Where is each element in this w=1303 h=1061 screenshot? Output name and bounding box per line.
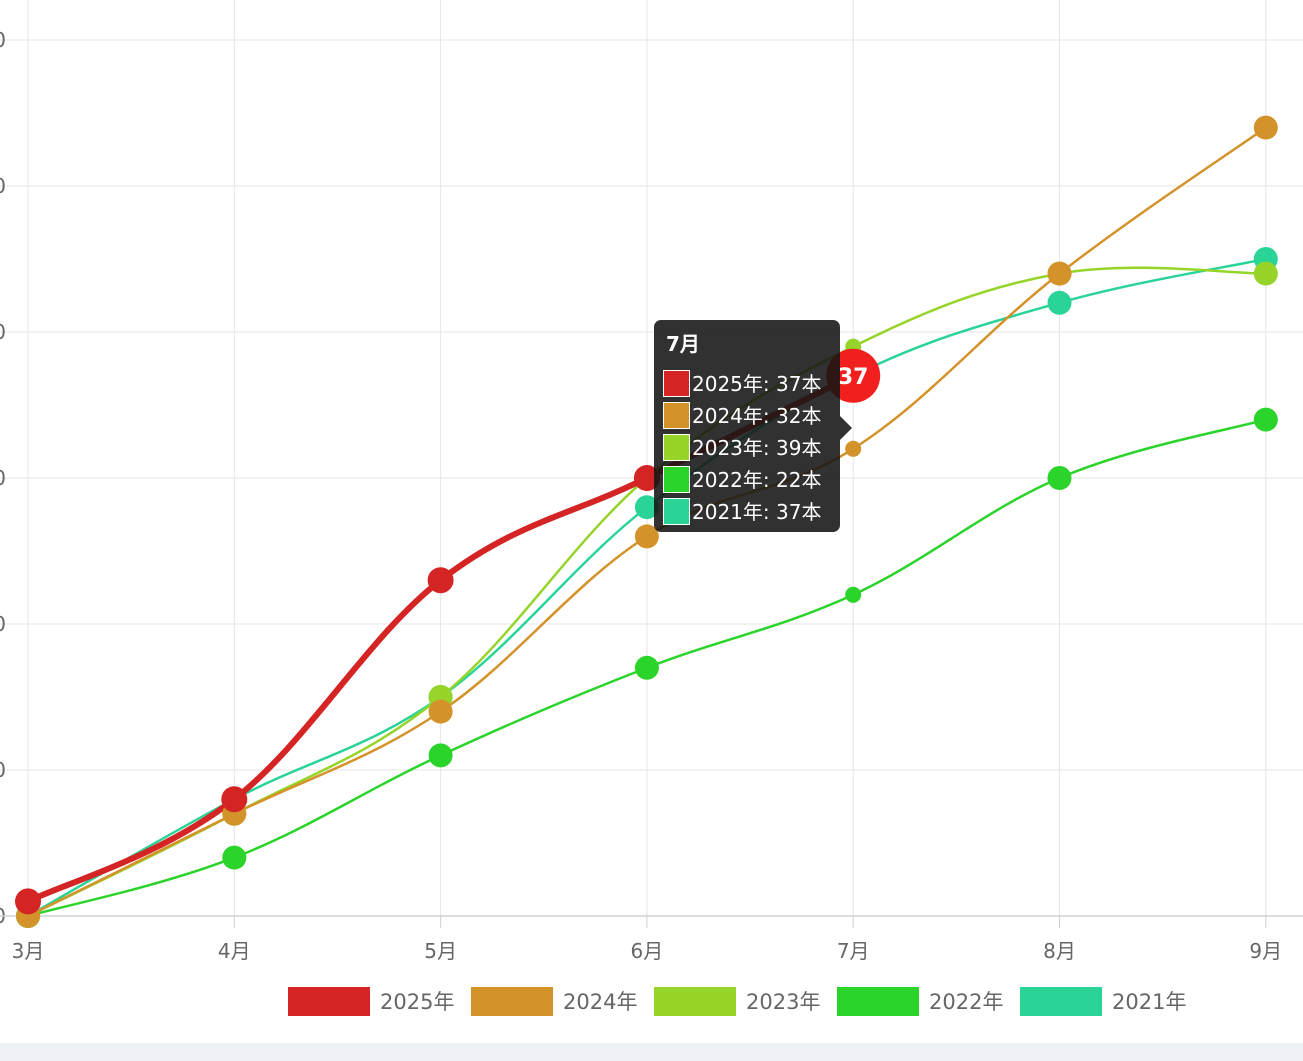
x-tick-label: 8月: [1043, 939, 1076, 963]
legend-label[interactable]: 2023年: [746, 990, 820, 1014]
legend-swatch-2022年[interactable]: [837, 987, 919, 1016]
legend-label[interactable]: 2021年: [1112, 990, 1186, 1014]
tooltip-swatch: [664, 435, 689, 460]
y-tick-label: 0: [0, 28, 6, 52]
tooltip-swatch: [664, 371, 689, 396]
legend-label[interactable]: 2022年: [929, 990, 1003, 1014]
tooltip-item-text: 2021年: 37本: [692, 500, 821, 524]
data-point-2024年[interactable]: [634, 524, 659, 549]
data-point-2024年[interactable]: [845, 440, 862, 457]
data-point-2025年[interactable]: [427, 567, 454, 594]
legend-swatch-2021年[interactable]: [1020, 987, 1102, 1016]
data-point-2022年[interactable]: [845, 586, 862, 603]
data-point-2021年[interactable]: [634, 495, 659, 520]
axes: 00000003月4月5月6月7月8月9月: [0, 28, 1303, 963]
y-tick-label: 0: [0, 320, 6, 344]
tooltip-item-text: 2024年: 32本: [692, 404, 821, 428]
legend-label[interactable]: 2024年: [563, 990, 637, 1014]
data-point-2025年[interactable]: [15, 888, 41, 915]
tooltip-item-text: 2025年: 37本: [692, 372, 821, 396]
x-tick-label: 9月: [1249, 939, 1282, 963]
data-point-2022年[interactable]: [1253, 407, 1278, 432]
tooltip-item-text: 2023年: 39本: [692, 436, 821, 460]
data-point-2022年[interactable]: [1047, 466, 1072, 490]
tooltip-item-text: 2022年: 22本: [692, 468, 821, 492]
data-point-2022年[interactable]: [634, 655, 659, 680]
grid-lines: [0, 0, 1303, 917]
data-point-2025年[interactable]: [633, 465, 660, 491]
data-point-2024年[interactable]: [428, 699, 453, 724]
series-points: [15, 115, 1278, 928]
tooltip-box: [654, 320, 840, 532]
data-point-2024年[interactable]: [1253, 115, 1278, 140]
data-point-2025年[interactable]: [221, 786, 248, 813]
legend: 2025年 2024年 2023年 2022年 2021年: [288, 987, 1186, 1016]
tooltip-swatch: [664, 403, 689, 428]
data-point-2022年[interactable]: [222, 845, 247, 870]
tooltip-title: 7月: [666, 332, 700, 356]
x-tick-label: 7月: [837, 939, 870, 963]
y-tick-label: 0: [0, 612, 6, 636]
x-tick-label: 4月: [218, 939, 251, 963]
data-point-2022年[interactable]: [428, 743, 453, 768]
bottom-strip: [0, 1043, 1303, 1061]
legend-swatch-2025年[interactable]: [288, 987, 370, 1016]
x-tick-label: 3月: [12, 939, 45, 963]
tooltip-caret: [840, 416, 852, 440]
tooltip-swatch: [664, 467, 689, 492]
data-point-2024年[interactable]: [1047, 261, 1072, 286]
tooltip-swatch: [664, 499, 689, 524]
x-tick-label: 5月: [424, 939, 457, 963]
y-tick-label: 0: [0, 758, 6, 782]
y-tick-label: 0: [0, 174, 6, 198]
legend-swatch-2024年[interactable]: [471, 987, 553, 1016]
data-point-2023年[interactable]: [1253, 261, 1278, 286]
x-tick-label: 6月: [631, 939, 664, 963]
tooltip: 7月 2025年: 37本 2024年: 32本 2023年: 39本 2022年: 2…: [654, 320, 852, 532]
legend-swatch-2023年[interactable]: [654, 987, 736, 1016]
y-tick-label: 0: [0, 466, 6, 490]
legend-label[interactable]: 2025年: [380, 990, 454, 1014]
highlighted-value-label: 37: [838, 365, 869, 390]
data-point-2021年[interactable]: [1047, 290, 1072, 315]
